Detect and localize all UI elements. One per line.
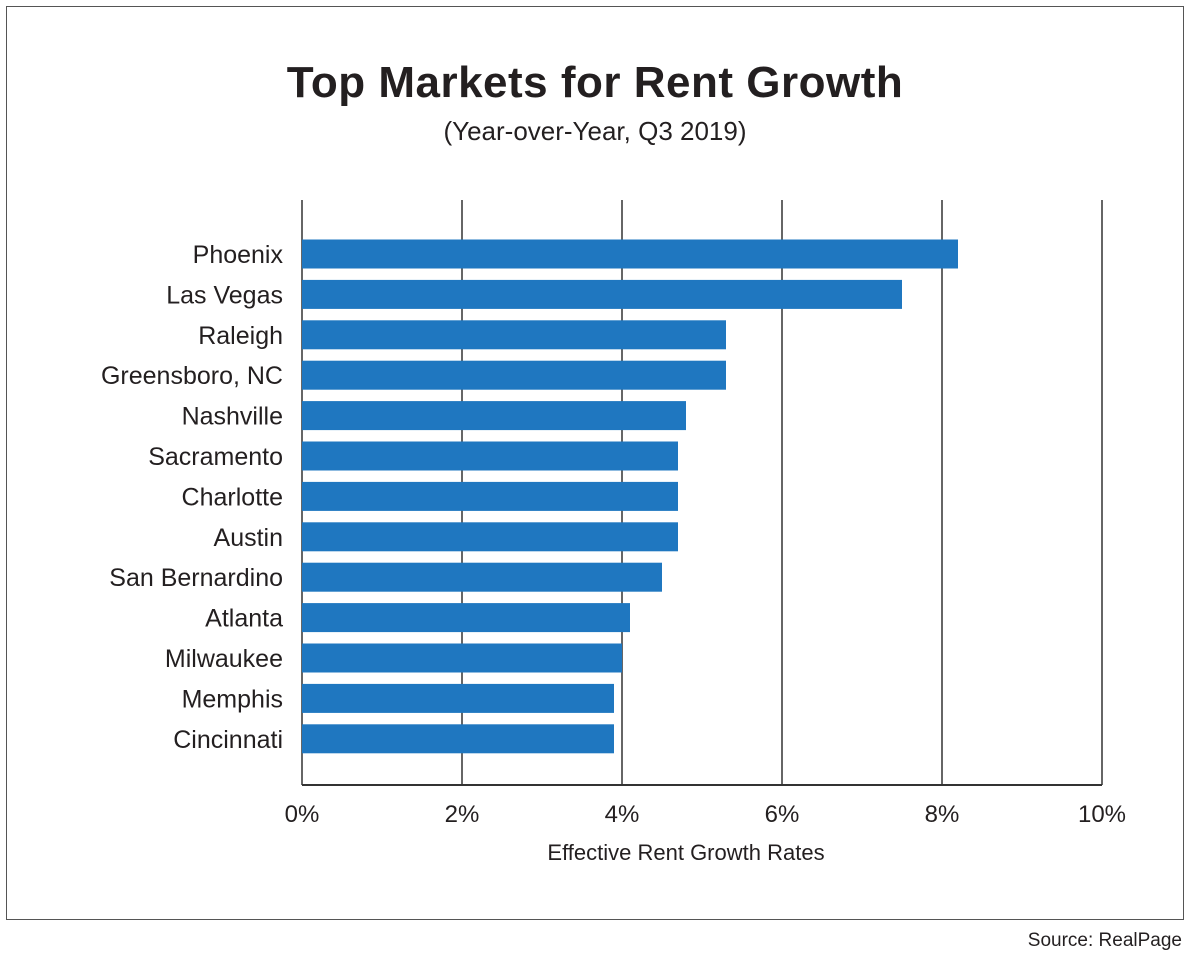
- category-label: Sacramento: [148, 443, 283, 471]
- bar: [302, 360, 726, 390]
- category-labels: Phoenix Las Vegas Raleigh Greensboro, NC Nas…: [101, 241, 284, 754]
- bar: [302, 239, 958, 269]
- bar: [302, 724, 614, 754]
- bar: [302, 683, 614, 713]
- bar: [302, 320, 726, 350]
- bar: [302, 603, 630, 633]
- category-label: San Bernardino: [109, 564, 283, 592]
- chart-subtitle: (Year-over-Year, Q3 2019): [443, 116, 747, 146]
- category-label: Nashville: [182, 403, 283, 431]
- bar: [302, 481, 678, 511]
- bar-chart: Phoenix Las Vegas Raleigh Greensboro, NC Nas…: [101, 200, 1126, 865]
- bar: [302, 401, 686, 431]
- category-label: Greensboro, NC: [101, 362, 283, 390]
- category-label: Raleigh: [198, 322, 283, 350]
- category-label: Charlotte: [182, 483, 283, 511]
- category-label: Las Vegas: [166, 281, 283, 309]
- bar: [302, 562, 662, 592]
- x-tick-label: 4%: [605, 801, 640, 828]
- bar: [302, 279, 902, 309]
- bar: [302, 441, 678, 471]
- chart-frame: [6, 6, 1184, 920]
- category-label: Austin: [214, 524, 283, 552]
- chart-title: Top Markets for Rent Growth: [286, 58, 904, 107]
- x-tick-label: 0%: [285, 801, 320, 828]
- x-tick-label: 8%: [925, 801, 960, 828]
- category-label: Memphis: [182, 685, 283, 713]
- bar: [302, 643, 622, 673]
- x-tick-label: 6%: [765, 801, 800, 828]
- category-label: Milwaukee: [165, 645, 283, 673]
- category-label: Phoenix: [193, 241, 284, 269]
- bars: [302, 239, 958, 754]
- x-tick-label: 2%: [445, 801, 480, 828]
- category-label: Cincinnati: [173, 726, 283, 754]
- x-tick-labels: 0% 2% 4% 6% 8% 10%: [285, 801, 1126, 828]
- source-note: Source: RealPage: [1027, 930, 1182, 951]
- x-axis-label: Effective Rent Growth Rates: [547, 840, 824, 865]
- x-tick-label: 10%: [1078, 801, 1126, 828]
- bar: [302, 522, 678, 552]
- category-label: Atlanta: [205, 605, 283, 633]
